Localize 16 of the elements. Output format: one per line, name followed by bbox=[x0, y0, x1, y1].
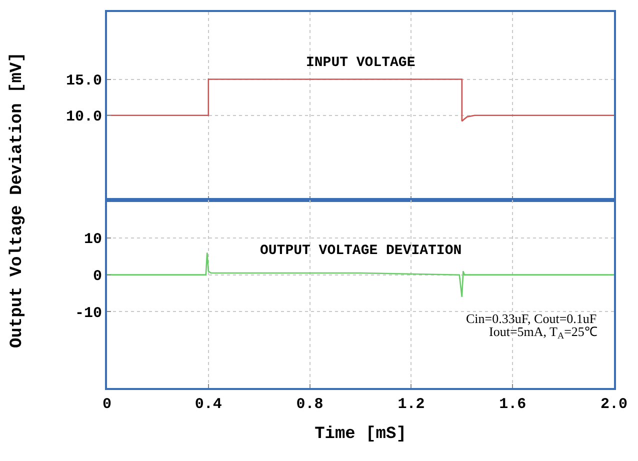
y-tick-label: 15.0 bbox=[66, 72, 102, 90]
series-label: INPUT VOLTAGE bbox=[306, 55, 416, 71]
x-tick-label: 0.8 bbox=[296, 396, 324, 413]
y-axis-title: Output Voltage Deviation [mV] bbox=[8, 52, 27, 348]
y-tick-label: 10 bbox=[84, 231, 102, 248]
x-tick-label: 1.2 bbox=[398, 396, 425, 413]
y-tick-label: 10.0 bbox=[66, 108, 102, 126]
x-tick-label: 0.4 bbox=[194, 396, 222, 413]
y-tick-label: 0 bbox=[92, 268, 102, 286]
series-label: OUTPUT VOLTAGE DEVIATION bbox=[260, 243, 462, 259]
x-tick-label: 2.0 bbox=[600, 396, 628, 413]
annotation: Iout=5mA, T$_{A}$=25℃ bbox=[489, 324, 598, 341]
annotation: Cin=0.33uF, Cout=0.1uF bbox=[466, 311, 597, 326]
y-tick-label: -10 bbox=[74, 304, 102, 322]
x-axis-title: Time [mS] bbox=[314, 424, 406, 444]
x-tick-label: 1.6 bbox=[499, 396, 526, 413]
